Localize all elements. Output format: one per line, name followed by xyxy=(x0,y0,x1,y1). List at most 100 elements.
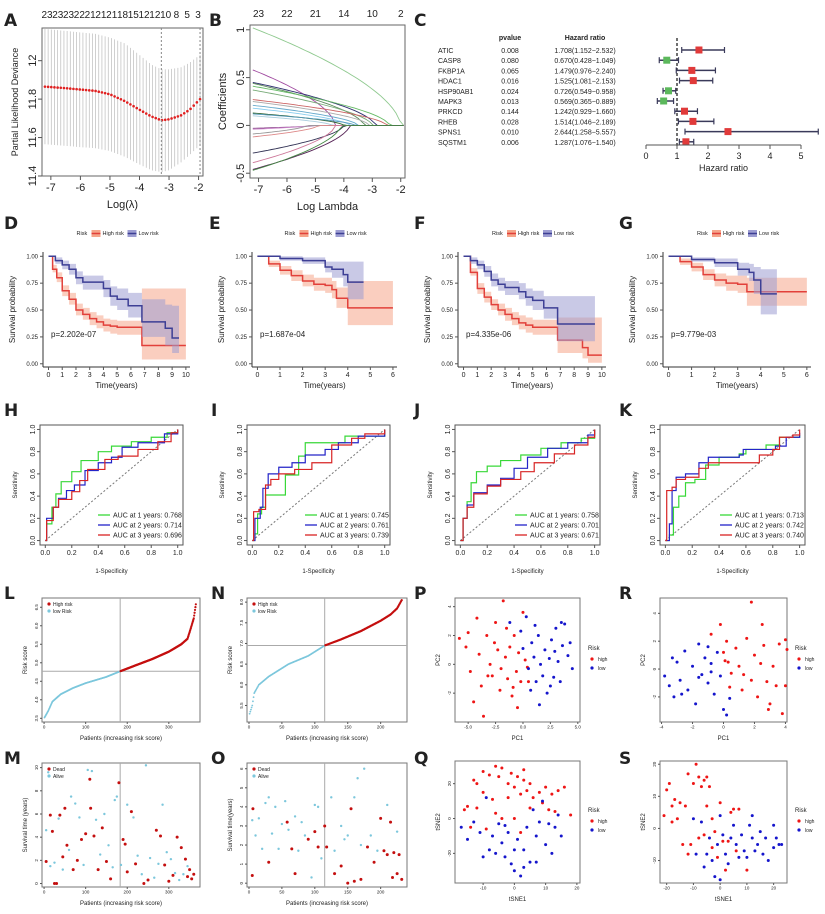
x-tick-label: 2 xyxy=(74,372,78,379)
x-tick-label: 1.0 xyxy=(590,550,600,557)
x-tick-label: 200 xyxy=(123,890,131,895)
cv-mean-point xyxy=(116,96,120,100)
y-tick-label: 6.0 xyxy=(239,681,244,688)
low-point xyxy=(566,654,570,658)
dead-point xyxy=(129,810,133,814)
alive-point xyxy=(44,829,48,832)
x-tick-label: 0.4 xyxy=(300,550,310,557)
high-point xyxy=(537,790,541,794)
high-point xyxy=(729,810,733,814)
y-tick-label: 0.50 xyxy=(26,308,38,314)
cv-mean-point xyxy=(151,115,154,119)
alive-point xyxy=(386,803,389,807)
x-tick-label: 2 xyxy=(489,372,493,379)
low-point xyxy=(491,834,494,838)
alive-point xyxy=(119,863,123,867)
y-tick-label: 6.0 xyxy=(34,622,39,629)
y-tick-label: 0.50 xyxy=(646,308,658,314)
x-tick-label: 0.0 xyxy=(661,550,671,557)
legend-label: AUC at 2 years: 0.761 xyxy=(320,523,389,530)
high-point xyxy=(500,817,504,821)
panel-G: G 0 1 2 3 4 5 6 0.00 0.25 0.50 0.75 1.00 Time(years) S… xyxy=(619,214,811,390)
legend-label: High risk xyxy=(258,602,278,608)
high-point xyxy=(505,626,509,630)
y-tick-label: 8.0 xyxy=(239,599,244,606)
legend-label: High risk xyxy=(311,231,333,237)
low-point xyxy=(706,645,710,649)
y-tick-label: 7.5 xyxy=(239,619,244,626)
alive-point xyxy=(74,802,77,805)
cv-mean-point xyxy=(192,104,196,107)
high-point xyxy=(759,661,763,665)
x-tick-label: -20 xyxy=(663,886,670,891)
y-axis-label: Risk score xyxy=(23,645,29,674)
high-point xyxy=(497,775,501,779)
low-risk-point xyxy=(248,712,251,715)
cv-mean-point xyxy=(173,116,177,119)
x-tick-label: 1 xyxy=(674,151,679,161)
high-risk-point xyxy=(194,606,197,609)
y-tick-label: 0.0 xyxy=(650,536,657,546)
low-point xyxy=(509,862,513,866)
dead-point xyxy=(313,830,317,834)
alive-point xyxy=(339,824,343,828)
low-point xyxy=(484,796,488,800)
low-risk-point xyxy=(252,696,255,699)
cv-mean-point xyxy=(81,88,85,92)
high-point xyxy=(508,645,512,649)
pvalue: 0.008 xyxy=(501,48,519,55)
panel-F: F 0 1 2 3 4 5 6 7 8 9 10 0.00 0.25 0.50 0.75 1.00 Time(ye… xyxy=(414,214,606,390)
alive-point xyxy=(369,834,372,837)
low-point xyxy=(732,823,736,827)
y-axis-label: Survival time(years) xyxy=(228,798,234,851)
cv-mean-point xyxy=(65,86,69,90)
alive-point xyxy=(257,817,261,820)
y-tick-label: 2 xyxy=(447,634,452,637)
alive-point xyxy=(313,803,317,807)
y-tick-label: 5.5 xyxy=(239,702,244,709)
x-tick-label: 0 xyxy=(513,886,516,891)
cv-mean-point xyxy=(148,114,151,117)
survival-curve-high xyxy=(257,255,393,309)
high-point xyxy=(482,714,486,718)
x-tick-label: 1 xyxy=(278,372,282,379)
dead-point xyxy=(188,868,192,872)
cv-mean-point xyxy=(110,93,113,97)
dead-point xyxy=(80,837,83,841)
alive-point xyxy=(82,863,85,867)
low-point xyxy=(691,664,695,668)
low-point xyxy=(503,855,507,859)
low-point xyxy=(556,659,560,663)
low-point xyxy=(526,667,530,671)
dead-point xyxy=(382,849,386,853)
low-point xyxy=(705,852,709,856)
legend-marker xyxy=(252,767,256,771)
high-point xyxy=(494,764,498,768)
y-tick-label: -10 xyxy=(652,857,657,864)
cv-mean-point xyxy=(125,101,129,104)
high-point xyxy=(721,839,725,843)
coefficient-path xyxy=(252,124,404,164)
cv-mean-point xyxy=(94,89,97,93)
legend-label: AUC at 1 years: 0.758 xyxy=(530,513,599,520)
low-point xyxy=(702,865,706,869)
high-point xyxy=(756,695,760,699)
high-point xyxy=(734,646,738,650)
dead-point xyxy=(251,807,255,811)
x-tick-label: 1 xyxy=(690,372,694,379)
alive-point xyxy=(126,803,129,806)
confidence-band-low xyxy=(48,256,180,354)
top-count-label: 21 xyxy=(95,10,107,21)
legend-marker xyxy=(252,774,256,778)
alive-point xyxy=(53,861,56,864)
x-tick-label: 0 xyxy=(255,372,259,379)
roc-curve xyxy=(252,429,386,542)
cv-mean-point xyxy=(75,87,78,91)
legend-marker xyxy=(590,819,594,823)
x-tick-label: 10 xyxy=(543,886,549,891)
panel-D: D 0 1 2 3 4 5 6 7 8 9 10 0.00 0.25 0.50 0.75 1.00 Time(ye… xyxy=(4,214,190,390)
alive-point xyxy=(153,876,156,879)
alive-point xyxy=(283,799,287,803)
low-point xyxy=(500,841,504,845)
dead-point xyxy=(379,816,383,820)
